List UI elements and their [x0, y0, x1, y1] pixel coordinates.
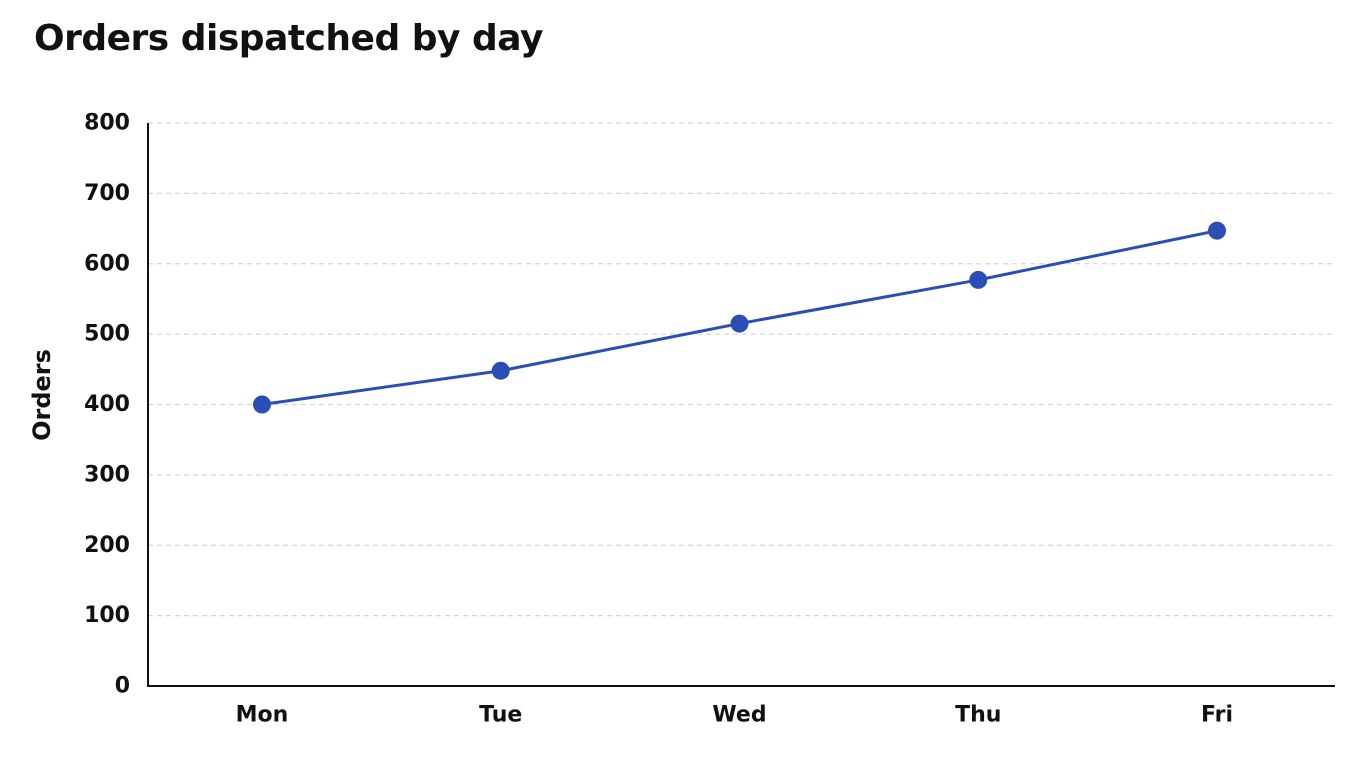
- x-tick-label: Fri: [1201, 703, 1233, 728]
- y-tick-label: 300: [84, 462, 130, 487]
- y-tick-label: 600: [84, 251, 130, 276]
- series: [253, 221, 1226, 414]
- y-tick-label: 200: [84, 533, 130, 558]
- axes: [147, 123, 1335, 687]
- x-tick-label: Mon: [236, 703, 289, 728]
- y-tick-label: 800: [84, 111, 130, 136]
- x-tick-labels: Mon Tue Wed Thu Fri: [236, 703, 1233, 728]
- x-tick-label: Tue: [479, 703, 522, 728]
- chart-title: Orders dispatched by day: [34, 18, 543, 59]
- data-point: [730, 314, 749, 333]
- data-point: [253, 395, 271, 414]
- x-tick-label: Thu: [955, 703, 1001, 728]
- y-tick-label: 500: [84, 322, 130, 347]
- y-tick-label: 700: [84, 181, 130, 206]
- data-point: [491, 361, 510, 380]
- x-tick-label: Wed: [712, 703, 766, 728]
- y-axis-title: Orders: [28, 349, 56, 441]
- y-tick-labels: 0 100 200 300 400 500 600 700 800: [84, 111, 130, 699]
- y-tick-label: 0: [115, 674, 130, 699]
- data-point: [969, 270, 988, 289]
- data-point: [1208, 221, 1226, 240]
- gridlines: [148, 122, 1335, 617]
- y-tick-label: 100: [84, 603, 130, 628]
- y-tick-label: 400: [84, 392, 130, 417]
